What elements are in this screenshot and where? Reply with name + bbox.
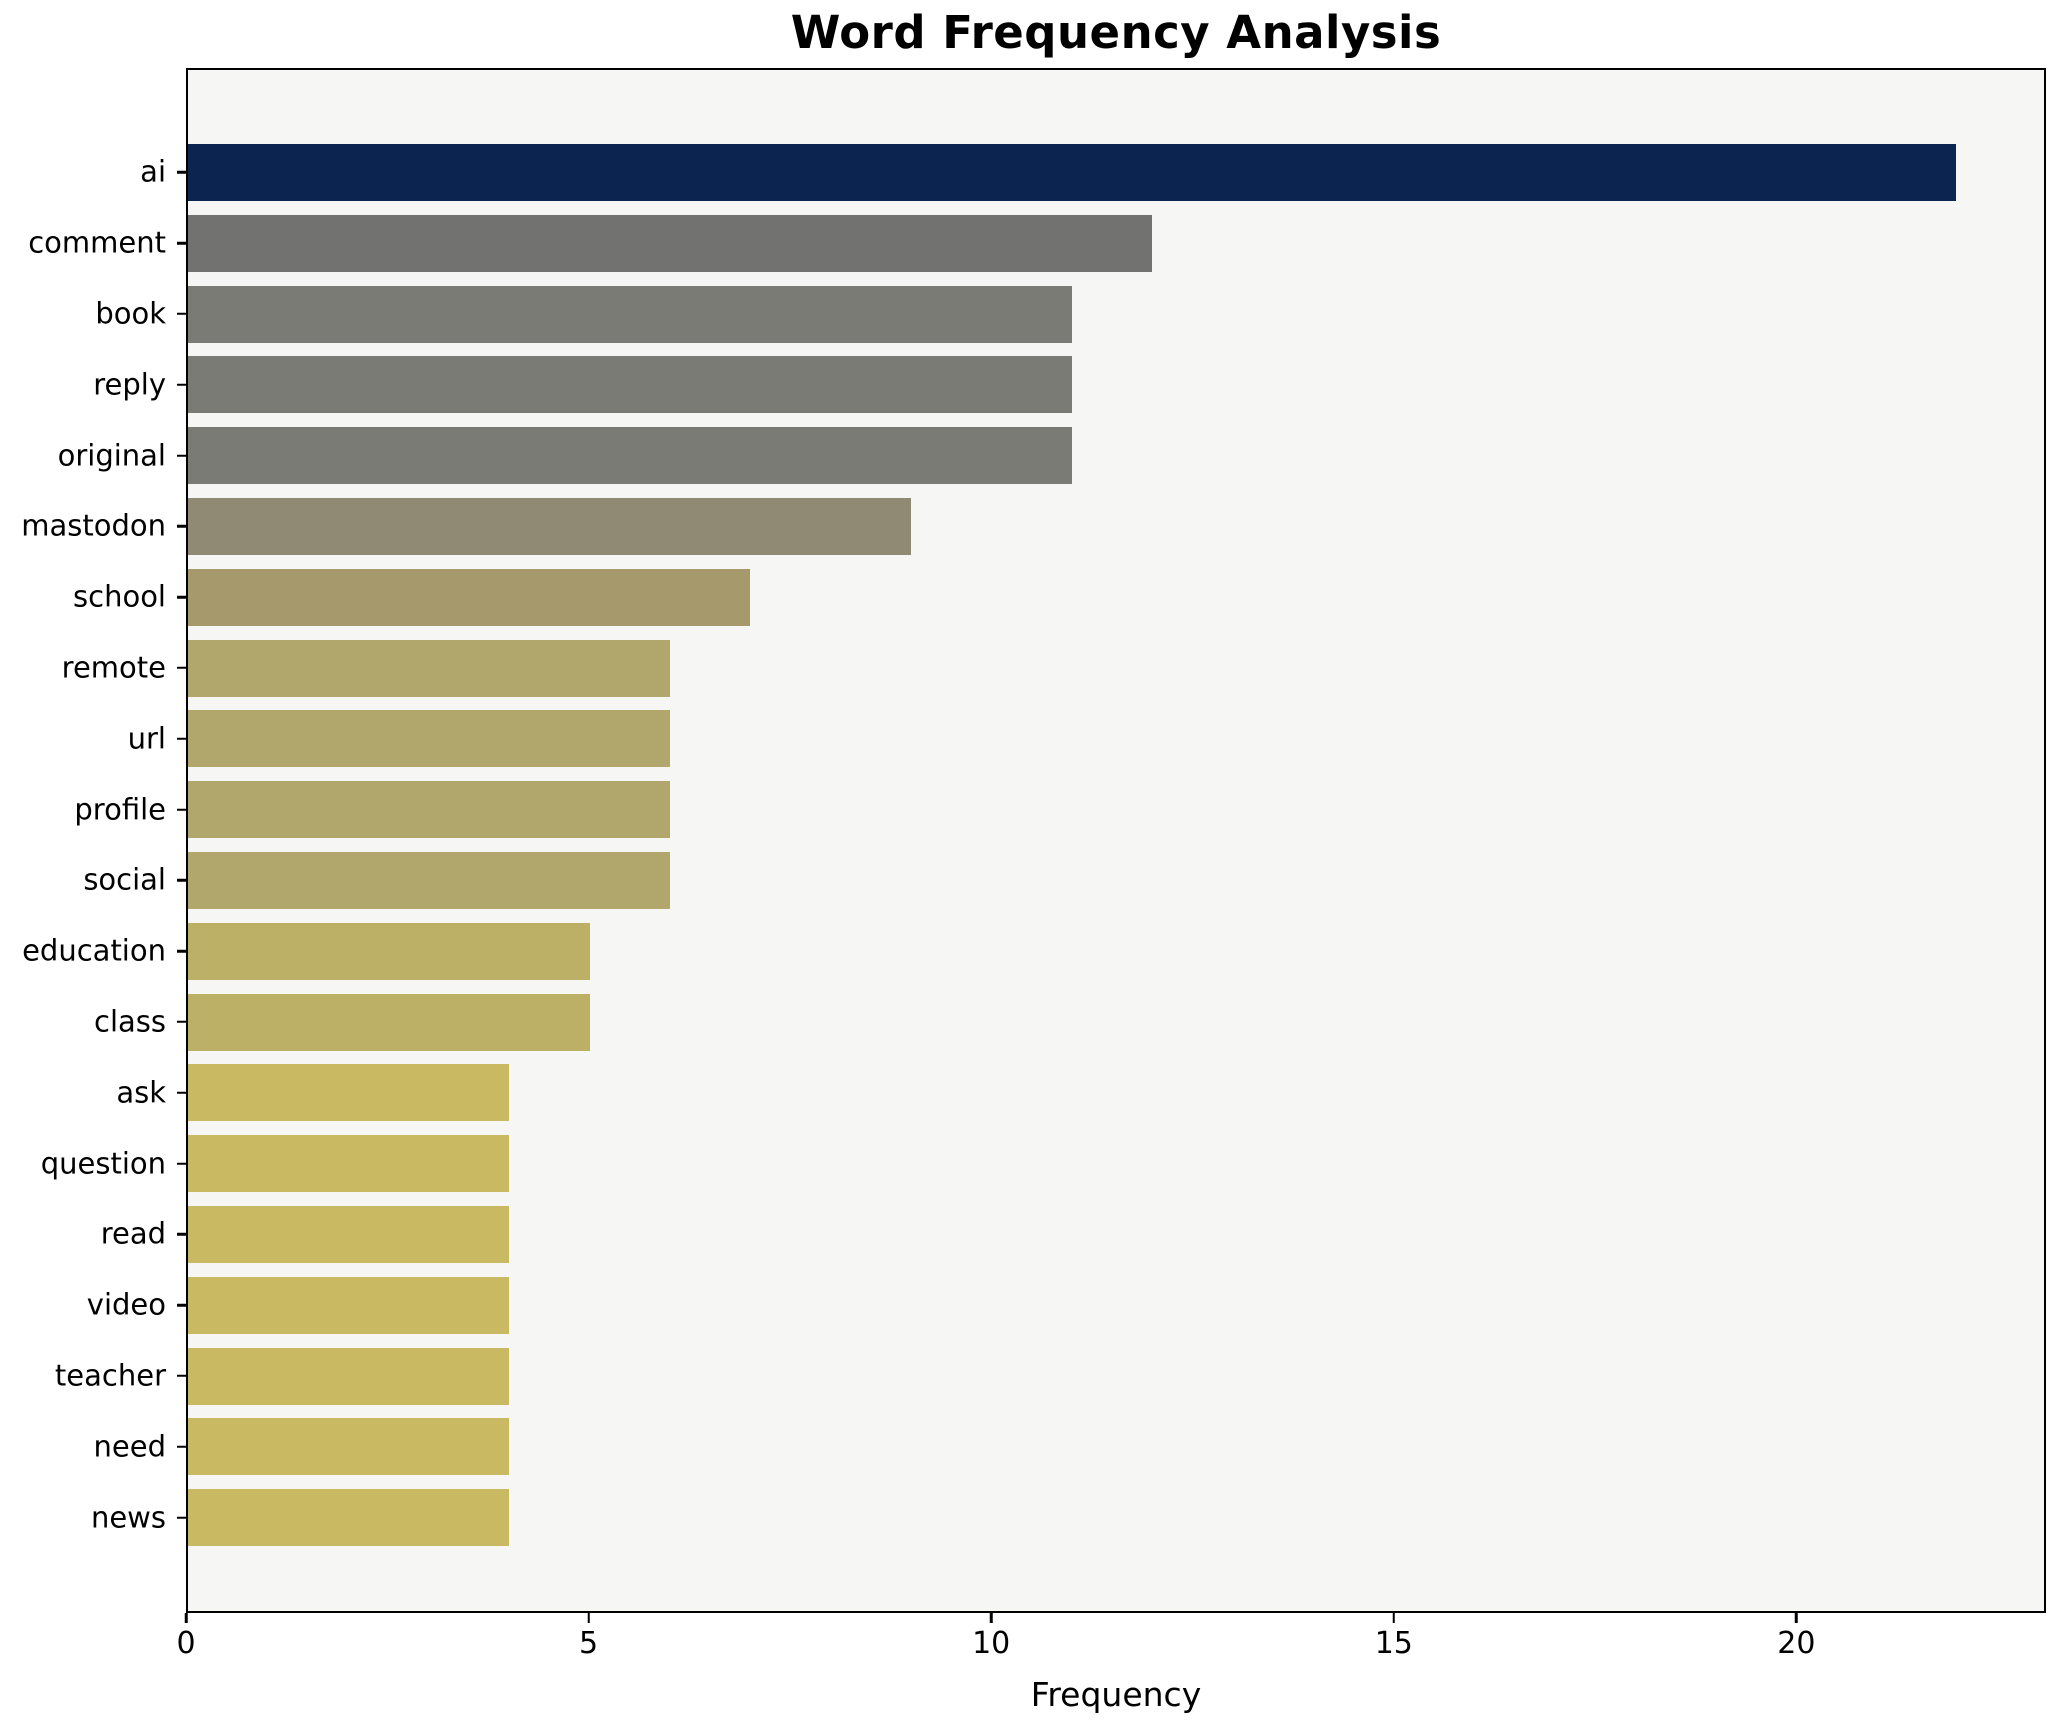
bar-read [188,1205,510,1263]
y-tick-mark [177,1516,186,1519]
bar-row: ai [140,137,2044,208]
bar-row: news [91,1482,2044,1553]
y-tick-label: ai [140,154,166,189]
bar-social [188,851,671,909]
y-tick-label: social [83,862,166,897]
bar-row: ask [116,1057,2044,1128]
bar-row: need [94,1411,2044,1482]
y-tick-mark [177,1445,186,1448]
y-tick-mark [177,666,186,670]
y-tick-mark [177,241,186,245]
x-tick-mark [587,1613,590,1623]
plot-area: ai comment book reply original mastodon school… [21,68,2046,1613]
y-tick-mark [177,1233,186,1236]
y-tick-mark [177,525,186,528]
bar-row: teacher [55,1341,2044,1412]
x-tick-label: 0 [176,1626,196,1661]
bar-original [188,427,1072,485]
y-tick-label: profile [74,792,166,827]
bar-need [188,1418,510,1476]
y-tick-mark [177,1374,186,1378]
y-tick-label: ask [116,1075,166,1110]
bar-row: remote [62,633,2044,704]
y-tick-mark [177,1162,186,1165]
bar-book [188,285,1072,343]
x-axis: 0 5 10 15 20 [176,1613,2046,1683]
bar-row: question [41,1128,2044,1199]
y-tick-label: need [93,1429,166,1464]
bar-url [188,710,671,768]
bar-row: video [87,1270,2044,1341]
bar-row: book [95,279,2044,350]
bar-row: reply [93,349,2044,420]
bar-teacher [188,1347,510,1405]
y-tick-label: question [40,1146,166,1181]
bar-row: education [22,916,2044,987]
y-tick-mark [177,1091,186,1094]
y-tick-label: url [127,721,166,756]
x-tick-label: 10 [972,1626,1011,1661]
y-tick-label: comment [28,225,166,260]
bar-row: read [101,1199,2044,1270]
y-tick-mark [177,1020,186,1024]
y-tick-mark [177,879,186,882]
y-tick-label: original [57,438,166,473]
bar-row: class [94,987,2044,1058]
y-tick-label: news [90,1500,166,1535]
bar-row: social [83,845,2044,916]
chart-title: Word Frequency Analysis [790,6,1442,59]
y-tick-mark [177,171,186,174]
x-tick-label: 5 [579,1626,599,1661]
y-tick-label: school [73,579,166,614]
x-tick-label: 15 [1374,1626,1413,1661]
x-tick-mark [1795,1613,1798,1623]
bar-row: original [58,420,2044,491]
y-tick-label: book [95,296,166,331]
bar-row: url [128,703,2044,774]
y-tick-mark [177,1303,186,1307]
bar-mastodon [188,497,912,555]
bar-video [188,1276,510,1334]
x-axis-label: Frequency [1030,1675,1202,1714]
y-tick-label: read [100,1216,166,1251]
y-tick-mark [177,454,186,457]
y-tick-mark [177,595,186,599]
bar-remote [188,639,671,697]
bar-question [188,1135,510,1193]
y-tick-mark [177,949,186,953]
y-tick-label: reply [93,367,166,402]
y-tick-label: mastodon [21,508,166,543]
y-tick-label: remote [61,650,166,685]
bar-reply [188,356,1072,414]
bar-profile [188,781,671,839]
bar-row: comment [28,208,2044,279]
y-tick-mark [177,312,186,316]
y-tick-mark [177,737,186,741]
y-tick-mark [177,808,186,811]
x-tick-mark [184,1613,188,1623]
y-tick-label: class [94,1004,166,1039]
y-tick-label: teacher [54,1358,166,1393]
bar-ask [188,1064,510,1122]
y-tick-label: video [86,1287,166,1322]
y-tick-mark [177,383,186,387]
y-tick-label: education [22,933,166,968]
bar-school [188,568,751,626]
bar-education [188,922,590,980]
bars-container: ai comment book reply original mastodon school… [21,137,2044,1553]
x-tick-mark [989,1613,993,1623]
bar-class [188,993,590,1051]
bar-comment [188,214,1153,272]
bar-news [188,1489,510,1547]
bar-row: profile [74,774,2044,845]
bar-ai [188,144,1956,201]
x-tick-mark [1392,1613,1396,1623]
x-tick-label: 20 [1777,1626,1816,1661]
bar-row: school [73,562,2044,633]
bar-row: mastodon [21,491,2044,562]
